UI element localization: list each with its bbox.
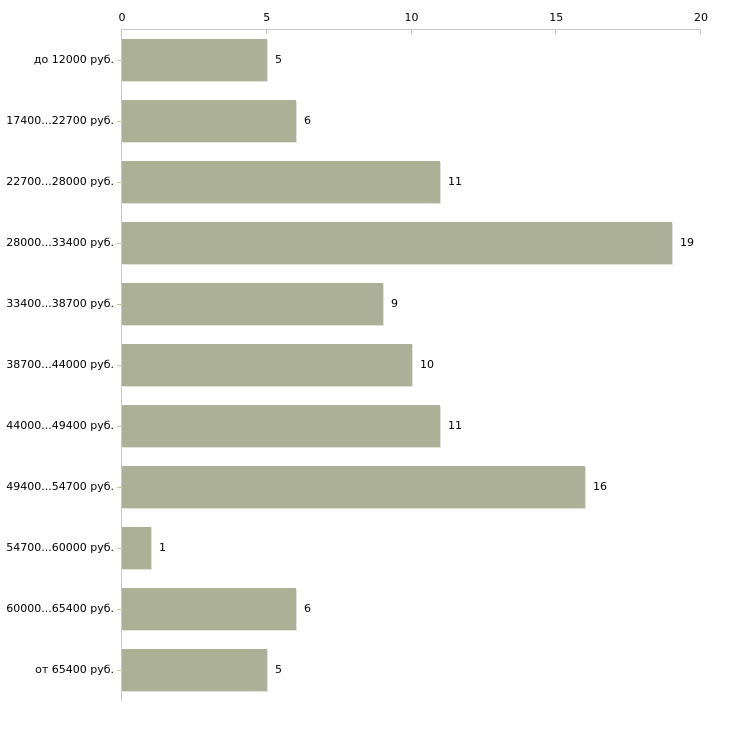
- bar: [122, 343, 412, 386]
- y-tick-mark: [117, 609, 121, 610]
- bar: [122, 465, 585, 508]
- value-label: 1: [159, 540, 166, 554]
- category-label: до 12000 руб.: [33, 52, 114, 66]
- y-tick-mark: [117, 487, 121, 488]
- value-label: 6: [304, 113, 311, 127]
- bar: [122, 282, 383, 325]
- category-label: 54700...60000 руб.: [6, 540, 114, 554]
- bar: [122, 648, 267, 691]
- value-label: 16: [593, 479, 607, 493]
- value-label: 9: [391, 296, 398, 310]
- category-label: 33400...38700 руб.: [6, 296, 114, 310]
- value-label: 10: [420, 357, 434, 371]
- category-label: 49400...54700 руб.: [6, 479, 114, 493]
- bar: [122, 526, 151, 569]
- x-tick-mark: [121, 29, 122, 34]
- y-tick-mark: [117, 670, 121, 671]
- x-tick-mark: [555, 29, 557, 34]
- category-label: 38700...44000 руб.: [6, 357, 114, 371]
- category-label: 60000...65400 руб.: [6, 601, 114, 615]
- value-label: 11: [448, 418, 462, 432]
- bar: [122, 160, 440, 203]
- value-label: 5: [275, 52, 282, 66]
- value-label: 5: [275, 662, 282, 676]
- bar: [122, 221, 672, 264]
- y-tick-mark: [117, 182, 121, 183]
- x-tick-mark: [410, 29, 412, 34]
- y-tick-mark: [117, 426, 121, 427]
- bar: [122, 404, 440, 447]
- category-label: 28000...33400 руб.: [6, 235, 114, 249]
- category-label: от 65400 руб.: [35, 662, 114, 676]
- y-tick-mark: [117, 121, 121, 122]
- x-tick-label: 0: [118, 11, 126, 24]
- x-tick-label: 5: [263, 11, 271, 24]
- y-tick-mark: [117, 60, 121, 61]
- y-tick-mark: [117, 243, 121, 244]
- x-tick-mark: [700, 29, 701, 34]
- y-tick-mark: [117, 304, 121, 305]
- x-tick-label: 15: [549, 11, 564, 24]
- y-tick-mark: [117, 548, 121, 549]
- value-label: 19: [680, 235, 694, 249]
- bar: [122, 38, 267, 81]
- value-label: 6: [304, 601, 311, 615]
- bar: [122, 587, 296, 630]
- bar: [122, 99, 296, 142]
- category-label: 17400...22700 руб.: [6, 113, 114, 127]
- category-label: 44000...49400 руб.: [6, 418, 114, 432]
- x-tick-label: 10: [404, 11, 419, 24]
- value-label: 11: [448, 174, 462, 188]
- y-axis-line: [121, 29, 122, 701]
- x-tick-mark: [265, 29, 267, 34]
- x-tick-label: 20: [694, 11, 708, 24]
- category-label: 22700...28000 руб.: [6, 174, 114, 188]
- y-tick-mark: [117, 365, 121, 366]
